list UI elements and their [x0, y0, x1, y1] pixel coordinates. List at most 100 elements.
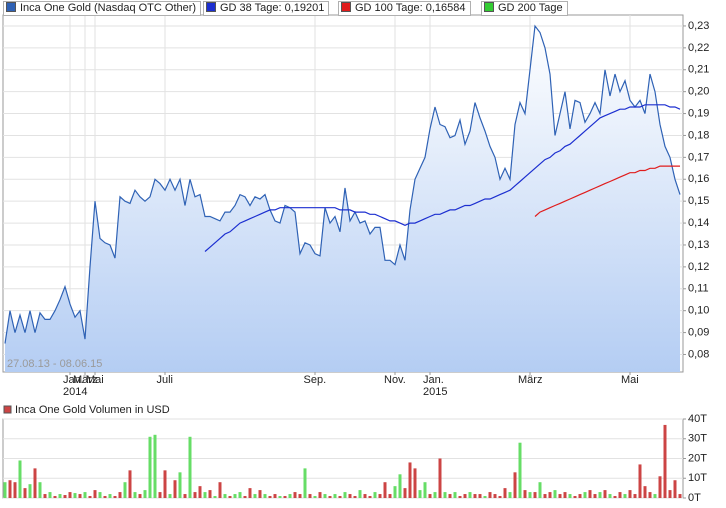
volume-bar: [393, 486, 397, 498]
volume-bar: [438, 458, 442, 498]
volume-bar: [348, 494, 352, 498]
volume-bar: [418, 490, 422, 498]
volume-bar: [618, 492, 622, 498]
volume-bar: [573, 496, 577, 498]
volume-bar: [578, 494, 582, 498]
volume-bar: [513, 472, 517, 498]
volume-bar: [593, 494, 597, 498]
legend-swatch: [341, 2, 351, 12]
volume-bar: [623, 494, 627, 498]
volume-bar: [333, 494, 337, 498]
volume-bar: [643, 486, 647, 498]
volume-bar: [603, 490, 607, 498]
volume-bar: [653, 494, 657, 498]
legend-swatch: [3, 405, 12, 414]
volume-bar: [228, 496, 232, 498]
legend-swatch: [206, 2, 216, 12]
volume-bar: [278, 496, 282, 498]
volume-bar: [23, 488, 27, 498]
volume-bar: [538, 482, 542, 498]
y-tick-label: 0,14: [688, 217, 709, 229]
volume-bar: [608, 494, 612, 498]
volume-bar: [83, 492, 87, 498]
volume-bar: [378, 494, 382, 498]
volume-bar: [268, 496, 272, 498]
volume-bar: [648, 492, 652, 498]
volume-bar: [503, 488, 507, 498]
volume-bar: [13, 482, 17, 498]
volume-bar: [143, 490, 147, 498]
volume-bar: [223, 494, 227, 498]
y-tick-label: 30T: [688, 433, 707, 445]
y-tick-label: 0,21: [688, 64, 709, 76]
volume-bar: [258, 490, 262, 498]
x-tick-label: Nov.: [384, 374, 406, 386]
y-tick-label: 0,17: [688, 151, 709, 163]
volume-bar: [408, 462, 412, 498]
legend-item: Inca One Gold (Nasdaq OTC Other): [3, 1, 202, 16]
y-tick-label: 0,20: [688, 86, 709, 98]
volume-bar: [613, 496, 617, 498]
y-tick-label: 0,23: [688, 20, 709, 32]
volume-bar: [673, 480, 677, 498]
volume-bar: [78, 494, 82, 498]
volume-bar: [633, 494, 637, 498]
volume-bar: [568, 494, 572, 498]
y-tick-label: 10T: [688, 472, 707, 484]
volume-bar: [353, 496, 357, 498]
volume-bar: [58, 494, 62, 498]
volume-bar: [298, 494, 302, 498]
x-tick-label: Mai: [86, 374, 104, 386]
volume-bar: [198, 486, 202, 498]
volume-bar: [43, 494, 47, 498]
volume-bar: [233, 494, 237, 498]
volume-bar: [413, 468, 417, 498]
volume-bar: [363, 494, 367, 498]
volume-bar: [248, 488, 252, 498]
volume-bar: [98, 492, 102, 498]
legend-label: GD 100 Tage: 0,16584: [355, 2, 466, 14]
volume-bar: [423, 482, 427, 498]
volume-bar: [3, 482, 7, 498]
volume-bar: [458, 496, 462, 498]
volume-bar: [128, 470, 132, 498]
price-line: [204, 104, 681, 252]
volume-bar: [488, 492, 492, 498]
volume-bar: [658, 476, 662, 498]
volume-bar: [543, 494, 547, 498]
volume-bar: [288, 494, 292, 498]
volume-bar: [158, 492, 162, 498]
volume-bar: [8, 480, 12, 498]
x-tick-label: Jan. 2014: [63, 374, 88, 398]
volume-bar: [148, 436, 152, 498]
volume-bar: [583, 492, 587, 498]
legend-item: GD 100 Tage: 0,16584: [338, 1, 471, 16]
volume-bar: [73, 493, 77, 498]
volume-bar: [358, 490, 362, 498]
volume-bar: [373, 492, 377, 498]
y-tick-label: 20T: [688, 452, 707, 464]
volume-bar: [433, 492, 437, 498]
volume-bar: [108, 494, 112, 498]
y-tick-label: 0,10: [688, 305, 709, 317]
volume-bar: [118, 492, 122, 498]
volume-bar: [328, 496, 332, 498]
y-tick-label: 0,22: [688, 42, 709, 54]
volume-bar: [548, 492, 552, 498]
legend-label: GD 200 Tage: [498, 2, 563, 14]
volume-bar: [243, 496, 247, 498]
volume-bar: [448, 494, 452, 498]
volume-bar: [318, 492, 322, 498]
volume-bar: [178, 472, 182, 498]
volume-bar: [213, 496, 217, 498]
volume-bar: [168, 494, 172, 498]
volume-bar: [403, 488, 407, 498]
volume-bar: [263, 494, 267, 498]
x-tick-label: März: [73, 374, 98, 386]
volume-bar: [28, 484, 32, 498]
volume-bar: [368, 496, 372, 498]
y-tick-label: 0T: [688, 492, 701, 504]
volume-bar: [563, 492, 567, 498]
